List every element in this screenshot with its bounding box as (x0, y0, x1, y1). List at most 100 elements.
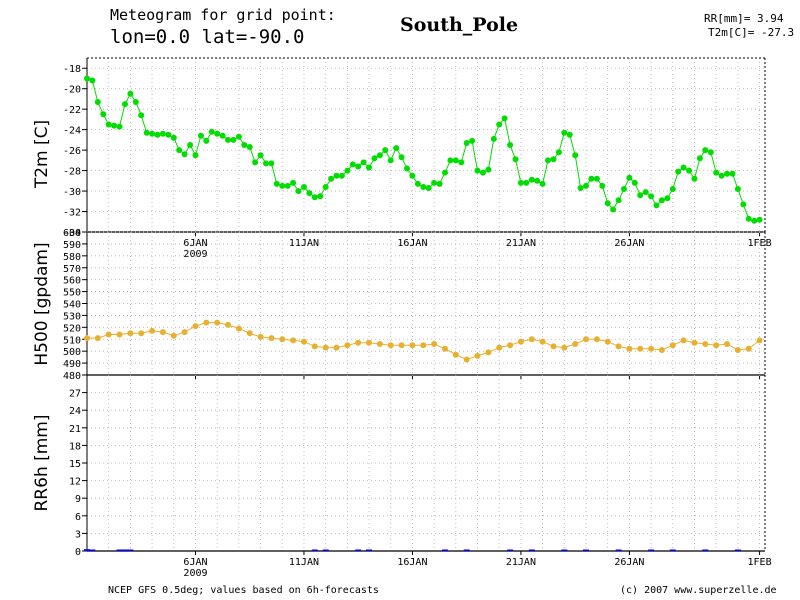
data-point (431, 179, 438, 186)
data-point (273, 180, 280, 187)
data-point (170, 134, 177, 141)
x-tick-label: 11JAN (289, 238, 319, 249)
data-point (637, 192, 644, 199)
precip-bar (127, 549, 134, 551)
data-point (149, 327, 156, 334)
data-point (534, 177, 541, 184)
y-tick-label: 580 (63, 252, 81, 263)
data-point (214, 130, 221, 137)
data-point (301, 184, 307, 190)
data-point (572, 341, 579, 347)
x-tick-label: 1FEB (748, 238, 772, 249)
data-point (496, 344, 503, 351)
data-point (165, 131, 172, 138)
y-tick-label: 540 (63, 300, 81, 311)
precip-bar (322, 549, 329, 551)
precip-bar (89, 549, 96, 551)
data-point (84, 335, 90, 342)
y-tick-label: -18 (63, 64, 81, 75)
data-point (452, 157, 459, 164)
data-point (360, 159, 367, 166)
data-point (235, 325, 242, 332)
data-point (756, 337, 763, 344)
data-point (170, 332, 177, 339)
data-point (257, 152, 264, 159)
data-point (696, 155, 703, 162)
data-point (577, 185, 584, 191)
data-point (501, 115, 508, 122)
data-point (734, 186, 741, 192)
precip-bar (84, 549, 90, 551)
data-point (583, 182, 589, 189)
data-point (208, 128, 215, 135)
data-point (154, 131, 161, 138)
data-point (111, 122, 118, 129)
data-point (507, 342, 514, 349)
data-point (555, 149, 562, 156)
data-point (658, 347, 665, 353)
data-point (523, 179, 530, 186)
data-point (442, 345, 448, 352)
data-point (257, 333, 264, 340)
x-tick-label: 26JAN (614, 238, 644, 249)
data-point (463, 140, 470, 146)
y-tick-label: -26 (63, 146, 81, 157)
data-point (235, 133, 242, 140)
y-tick-label: -34 (63, 228, 81, 239)
data-point (366, 339, 372, 346)
data-point (268, 335, 275, 342)
data-point (610, 206, 617, 213)
data-point (94, 99, 101, 105)
y-axis-label: T2m [C] (32, 120, 52, 189)
data-point (691, 339, 698, 346)
data-point (626, 345, 633, 352)
series-line (86, 78, 760, 222)
y-tick-label: 560 (63, 276, 81, 287)
data-point (507, 142, 514, 148)
rr-readout: RR[mm]= 3.94 (704, 12, 784, 25)
data-point (322, 184, 329, 190)
data-point (192, 323, 199, 330)
meteogram-title: Meteogram for grid point: (110, 6, 336, 24)
y-tick-label: 24 (69, 406, 81, 417)
data-point (187, 142, 194, 148)
data-point (317, 193, 324, 200)
data-point (691, 175, 698, 182)
data-point (528, 336, 535, 343)
data-point (159, 329, 166, 336)
data-point (756, 216, 763, 223)
data-point (355, 339, 362, 346)
data-point (702, 147, 709, 154)
data-point (333, 344, 340, 351)
data-point (539, 338, 546, 345)
x-tick-sublabel: 2009 (183, 568, 207, 579)
data-point (225, 321, 231, 328)
precip-bar (355, 549, 362, 551)
precip-bar (122, 549, 128, 551)
data-point (143, 129, 150, 136)
series-line (87, 322, 760, 361)
data-point (740, 201, 747, 208)
data-point (658, 197, 665, 204)
data-point (176, 147, 183, 154)
data-point (718, 172, 725, 179)
data-point (745, 345, 752, 352)
data-point (637, 345, 644, 352)
data-point (84, 75, 90, 82)
station-name: South_Pole (400, 14, 519, 36)
data-point (572, 152, 579, 159)
data-point (420, 342, 427, 349)
data-point (593, 175, 600, 182)
data-point (648, 345, 655, 352)
y-axis-label: H500 [gpdam] (32, 242, 52, 365)
y-tick-label: 15 (69, 459, 81, 470)
data-point (729, 170, 736, 177)
data-point (263, 160, 269, 167)
data-point (241, 142, 248, 148)
data-point (105, 331, 112, 338)
y-tick-label: -30 (63, 187, 81, 198)
data-point (680, 164, 687, 171)
data-point (149, 130, 156, 137)
data-point (593, 336, 600, 343)
